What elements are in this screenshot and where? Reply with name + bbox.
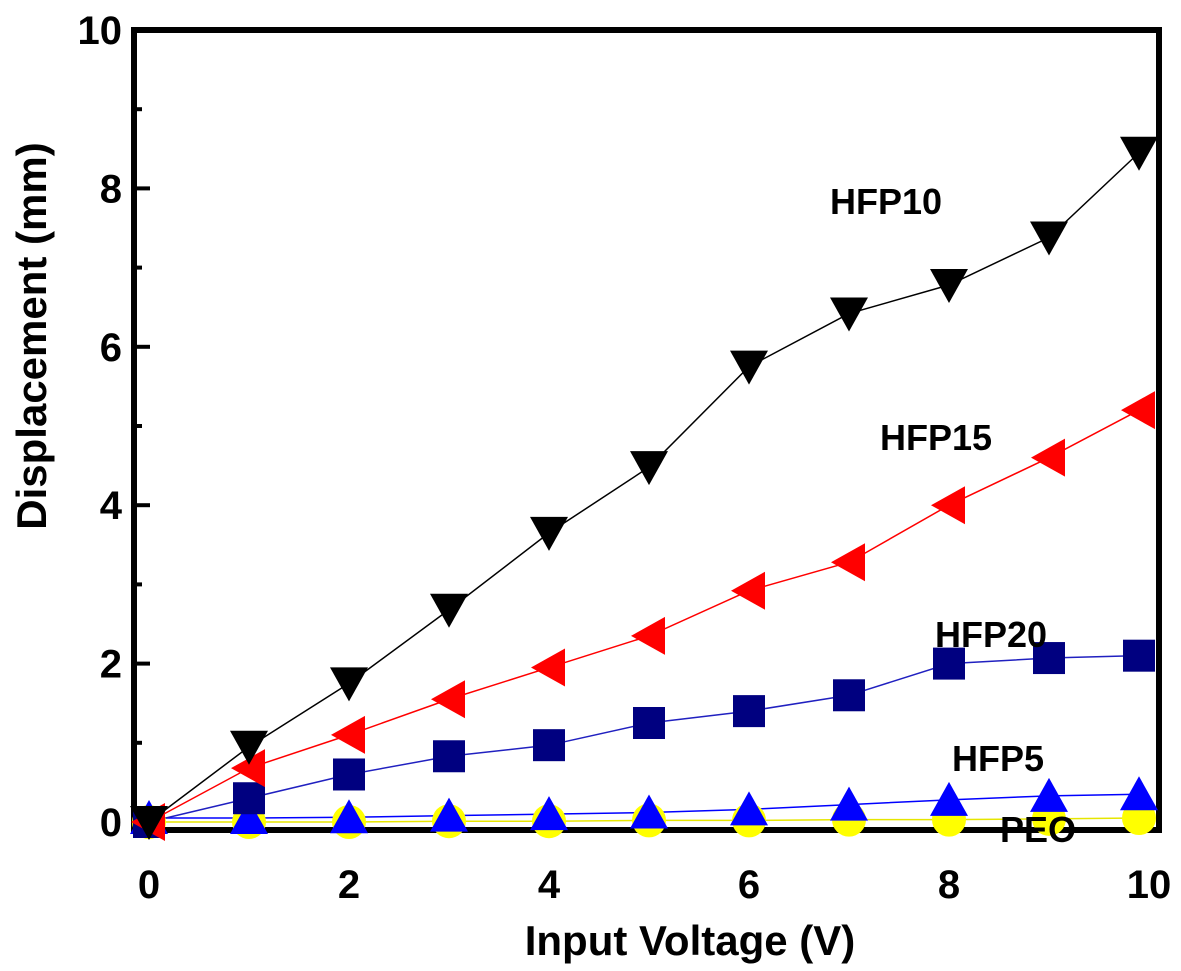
data-point-hfp15 (331, 715, 365, 754)
data-point-hfp5 (330, 799, 368, 834)
data-point-hfp5 (430, 797, 468, 832)
data-point-hfp20 (1033, 642, 1065, 675)
x-tick-label: 2 (338, 863, 360, 907)
x-tick-label: 10 (1127, 863, 1172, 907)
series-label-hfp20: HFP20 (935, 614, 1047, 655)
data-point-hfp10 (530, 516, 568, 551)
data-point-hfp5 (1030, 777, 1068, 812)
data-point-hfp15 (1031, 438, 1065, 477)
data-point-hfp15 (831, 543, 865, 582)
data-point-hfp5 (630, 794, 668, 829)
data-point-hfp20 (733, 695, 765, 728)
data-point-hfp20 (933, 647, 965, 680)
data-point-hfp15 (531, 648, 565, 687)
data-point-hfp10 (1120, 136, 1158, 171)
data-point-hfp5 (830, 786, 868, 821)
data-point-hfp15 (431, 680, 465, 719)
series-label-peo: PEO (1000, 809, 1076, 850)
data-point-hfp10 (130, 806, 168, 840)
data-point-hfp20 (633, 707, 665, 739)
series-label-hfp10: HFP10 (830, 181, 942, 222)
series-labels: HFP10 HFP15 HFP20 HFP5 PEO (830, 181, 1076, 850)
y-axis-title: Displacement (mm) (8, 142, 55, 529)
data-point-hfp10 (330, 667, 368, 702)
data-point-hfp15 (631, 616, 665, 655)
y-tick-label: 8 (100, 167, 122, 211)
data-point-hfp20 (533, 729, 565, 762)
data-point-hfp10 (730, 350, 768, 385)
data-point-hfp10 (830, 297, 868, 332)
x-tick-label: 6 (738, 863, 760, 907)
x-axis-title: Input Voltage (V) (525, 917, 856, 964)
data-point-hfp20 (433, 740, 465, 773)
data-point-hfp10 (230, 730, 268, 765)
data-point-hfp5 (230, 800, 268, 835)
data-point-hfp5 (1120, 776, 1158, 811)
x-tick-label: 0 (138, 863, 160, 907)
y-tick-label: 0 (100, 801, 122, 845)
x-tick-label: 8 (938, 863, 960, 907)
x-tick-label: 4 (538, 863, 561, 907)
data-point-hfp20 (233, 782, 265, 815)
series-markers (130, 136, 1158, 841)
data-point-hfp20 (333, 758, 365, 791)
data-point-hfp15 (1121, 391, 1155, 430)
data-point-hfp20 (1123, 639, 1155, 672)
y-tick-label: 4 (100, 484, 123, 528)
tick-labels: 0 2 4 6 8 10 0 2 4 6 8 10 (78, 9, 1172, 907)
data-point-hfp15 (731, 571, 765, 610)
data-point-hfp10 (430, 593, 468, 628)
data-point-hfp5 (730, 791, 768, 826)
data-point-hfp10 (1030, 221, 1068, 256)
series-label-hfp5: HFP5 (952, 738, 1044, 779)
data-point-hfp5 (930, 781, 968, 816)
data-point-hfp10 (930, 269, 968, 304)
data-point-hfp20 (833, 679, 865, 712)
y-tick-label: 10 (78, 9, 123, 53)
data-point-hfp15 (931, 486, 965, 525)
data-point-hfp15 (231, 749, 265, 788)
y-tick-label: 6 (100, 326, 122, 370)
y-tick-label: 2 (100, 643, 122, 687)
series-label-hfp15: HFP15 (880, 417, 992, 458)
data-point-hfp5 (530, 796, 568, 831)
data-point-hfp10 (630, 451, 668, 486)
